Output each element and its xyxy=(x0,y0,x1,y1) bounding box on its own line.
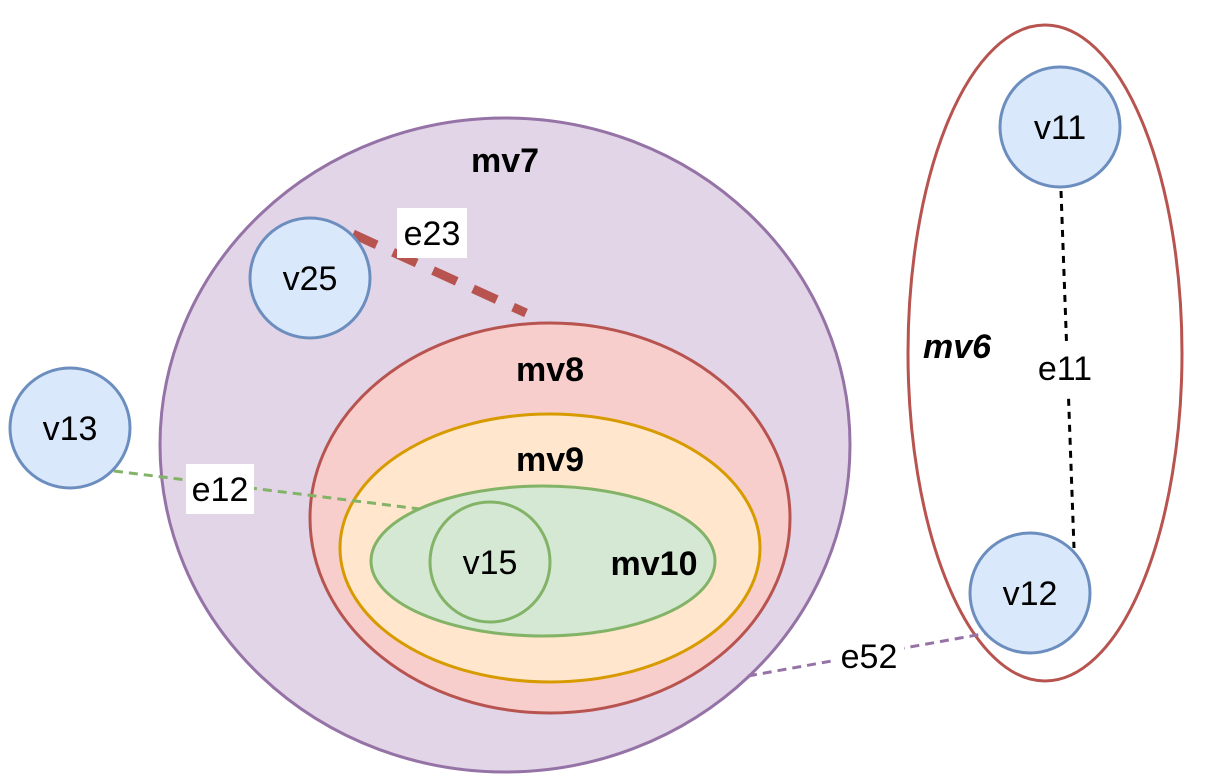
edge-e12-label-bg xyxy=(186,464,254,514)
node-v15-label: v15 xyxy=(463,544,518,582)
node-v11 xyxy=(998,65,1122,189)
group-mv6-label: mv6 xyxy=(923,328,992,366)
node-v12 xyxy=(968,531,1092,655)
edge-e52-label: e52 xyxy=(841,638,898,676)
edge-e12-line xyxy=(113,469,421,511)
edge-e23-line xyxy=(351,229,528,318)
edge-e11-label-bg xyxy=(1030,343,1100,393)
edge-e23-label: e23 xyxy=(404,215,461,253)
node-v12-label: v12 xyxy=(1003,575,1058,613)
node-v25 xyxy=(248,216,372,340)
group-mv7-label: mv7 xyxy=(471,142,539,180)
edge-e23-label-bg xyxy=(397,208,467,258)
edge-e52-label-bg xyxy=(834,632,904,680)
edge-e12-label: e12 xyxy=(192,471,249,509)
node-v11-label: v11 xyxy=(1034,109,1086,147)
group-mv9-label: mv9 xyxy=(516,441,584,479)
edge-e11-label: e11 xyxy=(1038,350,1092,388)
node-v15 xyxy=(428,500,552,624)
group-mv8-label: mv8 xyxy=(516,351,584,389)
node-v13-label: v13 xyxy=(43,410,98,448)
group-mv10-label: mv10 xyxy=(611,545,698,583)
node-v13 xyxy=(8,366,132,490)
node-v25-label: v25 xyxy=(283,260,338,298)
